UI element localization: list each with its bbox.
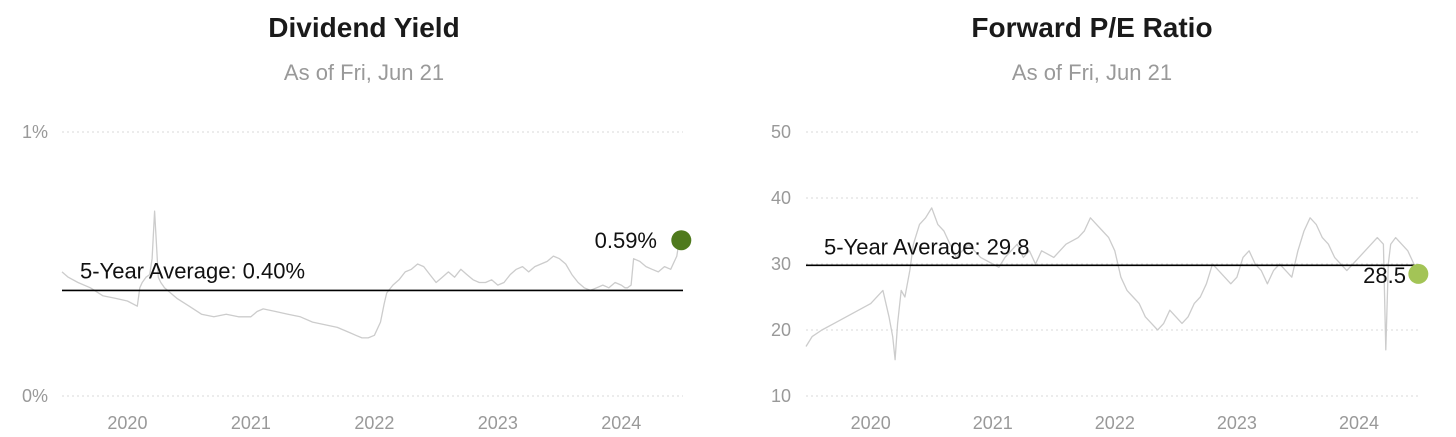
last-value-label: 0.59% (595, 228, 657, 253)
y-tick-label: 30 (771, 254, 791, 274)
last-value-marker (671, 230, 692, 251)
dividend-yield-plot: 0% 1% 2020 2021 2022 2023 2024 5-Year Average: … (22, 122, 692, 433)
x-tick-label: 2020 (851, 413, 891, 433)
chart-subtitle: As of Fri, Jun 21 (283, 60, 445, 85)
average-label: 5-Year Average: 29.8 (824, 234, 1030, 259)
x-tick-label: 2021 (973, 413, 1013, 433)
last-value-label: 28.5 (1363, 263, 1406, 288)
x-tick-label: 2022 (1095, 413, 1135, 433)
dividend-yield-chart: Dividend Yield As of Fri, Jun 21 0% 1% 202… (22, 12, 692, 433)
last-value-marker (1408, 263, 1429, 284)
forward-pe-plot: 10 20 30 40 50 2020 2021 2022 2023 2024 5-Year Ave… (771, 122, 1429, 433)
y-tick-label: 50 (771, 122, 791, 142)
series-line (61, 210, 680, 339)
y-tick-label: 20 (771, 320, 791, 340)
x-tick-label: 2023 (478, 413, 518, 433)
x-tick-label: 2024 (1339, 413, 1379, 433)
y-tick-label: 10 (771, 386, 791, 406)
average-label: 5-Year Average: 0.40% (80, 258, 305, 283)
x-tick-label: 2023 (1217, 413, 1257, 433)
y-tick-label: 40 (771, 188, 791, 208)
y-tick-label: 1% (22, 122, 48, 142)
x-tick-label: 2021 (231, 413, 271, 433)
chart-title: Forward P/E Ratio (971, 12, 1213, 43)
x-tick-label: 2024 (601, 413, 641, 433)
y-tick-label: 0% (22, 386, 48, 406)
chart-subtitle: As of Fri, Jun 21 (1011, 60, 1173, 85)
series-line (805, 207, 1417, 361)
chart-title: Dividend Yield (268, 12, 460, 43)
x-tick-label: 2020 (107, 413, 147, 433)
x-tick-label: 2022 (354, 413, 394, 433)
forward-pe-chart: Forward P/E Ratio As of Fri, Jun 21 10 20… (728, 0, 1456, 437)
